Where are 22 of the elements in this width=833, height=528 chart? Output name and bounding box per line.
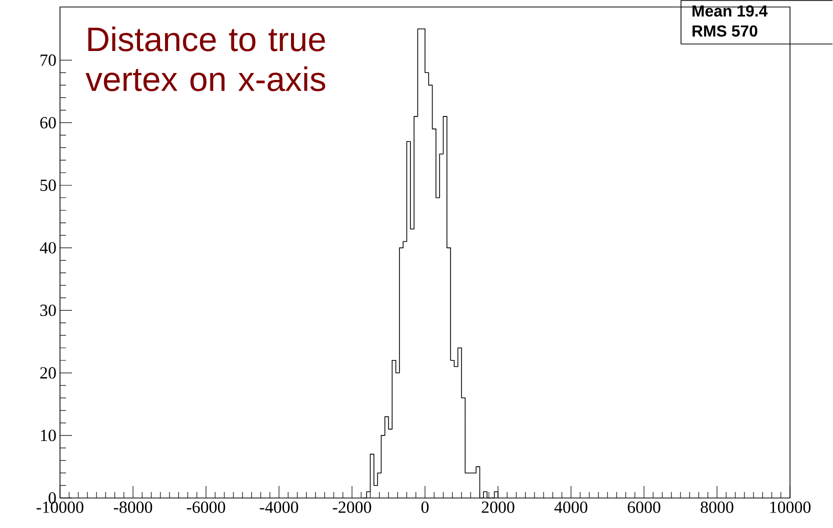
x-tick-label: 8000 — [700, 502, 734, 513]
x-tick-label: -4000 — [260, 502, 298, 513]
y-tick-label: 20 — [40, 367, 56, 379]
y-tick-label: 40 — [40, 242, 56, 254]
x-tick-label: -6000 — [186, 502, 226, 513]
x-tick-label: 4000 — [554, 502, 588, 513]
x-tick-label: 2000 — [482, 502, 514, 513]
y-tick-label: 50 — [40, 180, 56, 191]
x-tick-label: -2000 — [332, 502, 372, 513]
x-tick-label: 10000 — [770, 502, 811, 513]
x-tick-label: 6000 — [628, 502, 660, 513]
annotation: Distance to true vertex on x-axis — [86, 26, 326, 92]
x-tick-label: -8000 — [114, 502, 152, 513]
y-tick-label: 30 — [40, 304, 56, 316]
x-tick-label: 0 — [421, 502, 429, 513]
annotation: Mean 19.4 — [692, 5, 768, 17]
y-tick-label: 60 — [40, 116, 56, 128]
y-tick-label: 10 — [41, 430, 56, 442]
annotation: RMS 570 — [692, 25, 758, 37]
y-tick-label: 0 — [48, 492, 56, 504]
x-tick-label: -10000 — [36, 502, 84, 513]
y-tick-label: 70 — [40, 54, 56, 66]
